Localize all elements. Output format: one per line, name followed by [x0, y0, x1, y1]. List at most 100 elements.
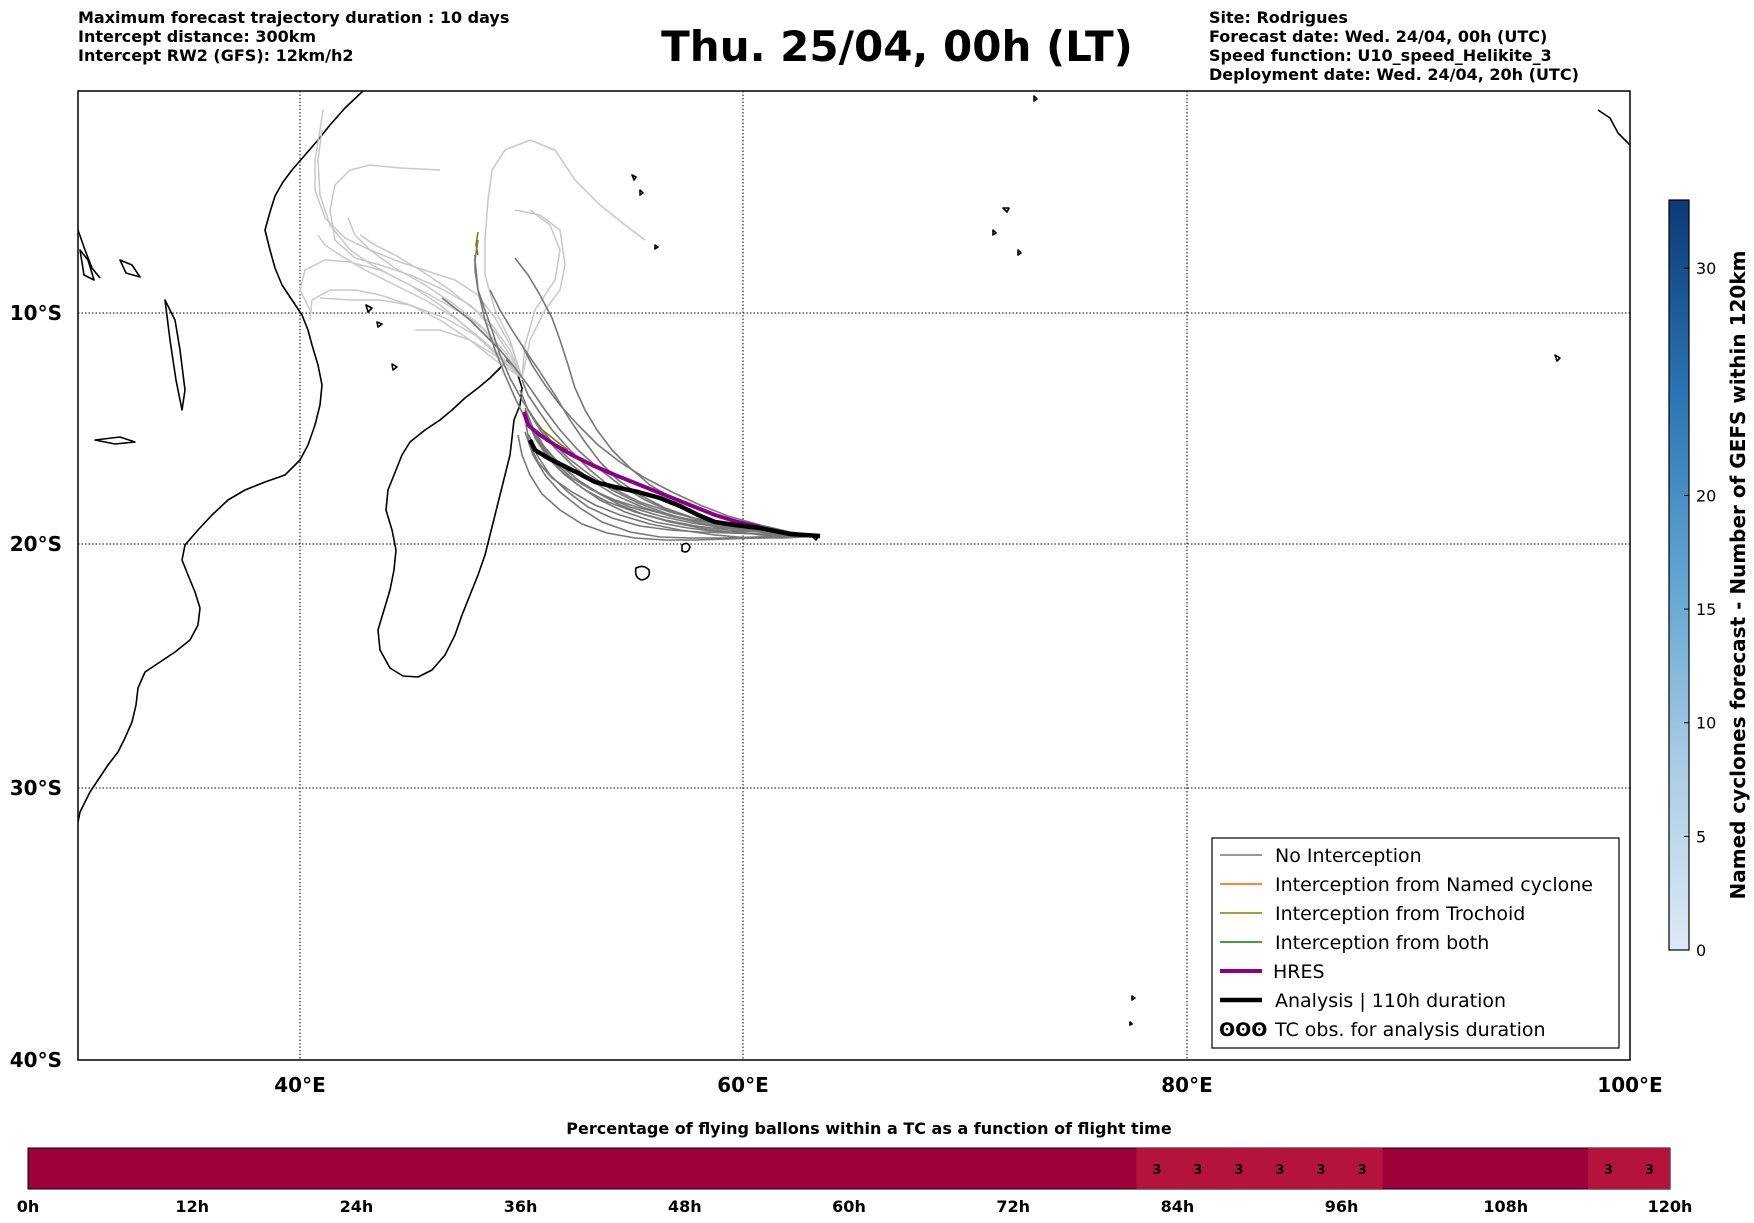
trajectory-bg-13 — [415, 329, 523, 379]
legend-label-hres: HRES — [1273, 961, 1325, 983]
timebar-cell-label: 3 — [1193, 1163, 1202, 1178]
timebar-cell-93h — [1300, 1148, 1342, 1189]
deployment-date-text: Deployment date: Wed. 24/04, 20h (UTC) — [1209, 65, 1579, 84]
trajectories-background — [299, 109, 646, 379]
colorbar-tick-20: 20 — [1696, 486, 1716, 505]
timebar-cell-84h — [1177, 1148, 1219, 1189]
y-axis-labels: 10°S 20°S 30°S 40°S — [10, 301, 62, 1072]
legend-box — [1211, 837, 1620, 1049]
trajectory-15 — [517, 434, 821, 541]
intercept-rw2-text: Intercept RW2 (GFS): 12km/h2 — [78, 46, 354, 65]
trajectory-trochoid-1 — [475, 231, 479, 256]
legend-label-tc-obs: TC obs. for analysis duration — [1274, 1019, 1546, 1041]
header-left: Maximum forecast trajectory duration : 1… — [78, 8, 509, 65]
trajectory-9 — [524, 431, 820, 539]
lake-tanganyika — [94, 436, 136, 445]
colorbar-gradient — [1668, 199, 1690, 951]
x-tick-100e: 100°E — [1597, 1073, 1662, 1097]
x-tick-60e: 60°E — [717, 1073, 769, 1097]
trajectory-bg-9 — [347, 217, 523, 379]
amsterdam-islands — [1129, 995, 1136, 1026]
colorbar: 0 5 10 15 20 30 Named cyclones forecast - Num… — [1668, 199, 1750, 960]
trajectory-14 — [524, 407, 821, 537]
map-gridlines — [78, 91, 1630, 1060]
colorbar-tick-15: 15 — [1696, 600, 1716, 619]
site-text: Site: Rodrigues — [1209, 8, 1348, 27]
trajectory-bg-6 — [314, 109, 523, 379]
y-tick-20s: 20°S — [10, 532, 62, 556]
small-lakes — [79, 249, 141, 281]
timebar-cell-label: 3 — [1234, 1163, 1243, 1178]
coastlines — [78, 91, 1630, 1026]
colorbar-tick-10: 10 — [1696, 714, 1716, 733]
trajectory-bg-8 — [514, 209, 566, 379]
x-tick-40e: 40°E — [274, 1073, 326, 1097]
map-border — [77, 90, 1631, 1061]
legend-label-analysis: Analysis | 110h duration — [1275, 990, 1506, 1012]
trajectory-trochoid-2 — [539, 427, 569, 451]
legend: No Interception Interception from Named … — [1211, 837, 1620, 1049]
maldives-islands — [1033, 95, 1038, 102]
timebar-cell-label: 3 — [1152, 1163, 1161, 1178]
trajectory-bg-10 — [309, 289, 523, 379]
timebar-tick-36h: 36h — [504, 1197, 538, 1216]
africa-horn-coast — [78, 229, 101, 279]
y-tick-10s: 10°S — [10, 301, 62, 325]
trajectories-trochoid — [475, 231, 569, 451]
trajectory-bg-1 — [319, 297, 523, 379]
timebar-cell-96h — [1341, 1148, 1383, 1189]
max-duration-text: Maximum forecast trajectory duration : 1… — [78, 8, 510, 27]
y-tick-30s: 30°S — [10, 776, 62, 800]
africa-coastline — [78, 91, 364, 823]
legend-label-both: Interception from both — [1275, 932, 1489, 954]
header-right: Site: Rodrigues Forecast date: Wed. 24/0… — [1209, 8, 1579, 84]
timebar-tick-12h: 12h — [175, 1197, 209, 1216]
speed-function-text: Speed function: U10_speed_Helikite_3 — [1209, 46, 1552, 65]
madagascar-coastline — [377, 359, 523, 678]
x-tick-80e: 80°E — [1161, 1073, 1213, 1097]
page-title: Thu. 25/04, 00h (LT) — [661, 22, 1133, 71]
timebar-tick-48h: 48h — [668, 1197, 702, 1216]
colorbar-label: Named cyclones forecast - Number of GEFS… — [1726, 251, 1750, 900]
timebar-cell-label: 3 — [1358, 1163, 1367, 1178]
trajectory-bg-11 — [359, 234, 523, 379]
sumatra-coast — [1597, 109, 1630, 146]
timebar-cell-114h — [1587, 1148, 1629, 1189]
x-axis-labels: 40°E 60°E 80°E 100°E — [274, 1073, 1662, 1097]
timebar-tick-96h: 96h — [1325, 1197, 1359, 1216]
timebar-title: Percentage of flying ballons within a TC… — [566, 1119, 1172, 1138]
timebar-cell-label: 3 — [1276, 1163, 1285, 1178]
timebar-bar — [27, 1147, 1671, 1190]
timebar-tick-60h: 60h — [832, 1197, 866, 1216]
y-tick-40s: 40°S — [10, 1048, 62, 1072]
timebar-cell-label: 3 — [1317, 1163, 1326, 1178]
colorbar-tick-5: 5 — [1696, 827, 1706, 846]
timebar-cell-87h — [1218, 1148, 1260, 1189]
reunion-island — [634, 565, 651, 581]
timebar-tick-0h: 0h — [17, 1197, 40, 1216]
legend-label-named-cyclone: Interception from Named cyclone — [1275, 874, 1593, 896]
chagos-islands — [992, 207, 1022, 256]
intercept-distance-text: Intercept distance: 300km — [78, 27, 317, 46]
timebar-tick-120h: 120h — [1648, 1197, 1693, 1216]
legend-swatch-tc-obs: ʘʘʘ — [1219, 1019, 1267, 1041]
seychelles-islands — [631, 174, 659, 250]
trajectory-bg-4 — [317, 129, 523, 379]
timebar-cell-81h — [1136, 1148, 1178, 1189]
timebar-cell-90h — [1259, 1148, 1301, 1189]
timebar-cell-label: 3 — [1604, 1163, 1613, 1178]
trajectory-analysis — [527, 438, 821, 539]
forecast-date-text: Forecast date: Wed. 24/04, 00h (UTC) — [1209, 27, 1548, 46]
colorbar-tick-30: 30 — [1696, 259, 1716, 278]
timebar-tick-72h: 72h — [996, 1197, 1030, 1216]
trajectory-hres — [522, 411, 761, 529]
timebar-tick-108h: 108h — [1483, 1197, 1528, 1216]
mozambique-lake — [164, 299, 186, 411]
trajectory-bg-7 — [521, 209, 561, 379]
trajectory-bg-12 — [484, 139, 646, 379]
timebar-cell-117h — [1628, 1148, 1670, 1189]
timebar-cell-label: 3 — [1645, 1163, 1654, 1178]
timebar-tick-84h: 84h — [1161, 1197, 1195, 1216]
legend-label-no-interception: No Interception — [1275, 845, 1422, 867]
